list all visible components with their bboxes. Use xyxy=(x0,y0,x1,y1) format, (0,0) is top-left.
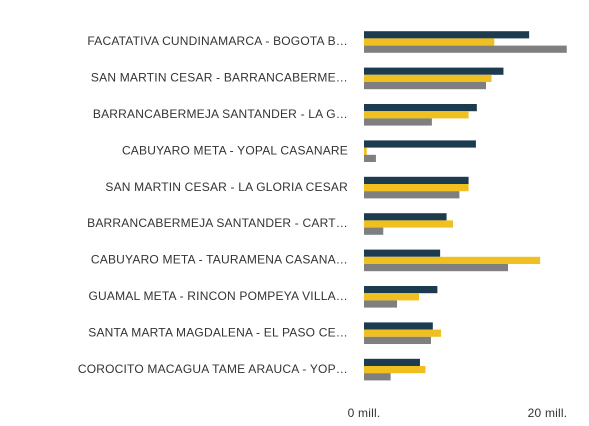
bar xyxy=(364,191,460,199)
y-tick-label: SAN MARTIN CESAR - BARRANCABERME… xyxy=(91,71,348,85)
bar xyxy=(364,227,384,235)
bar xyxy=(364,82,487,90)
bar xyxy=(364,38,495,46)
x-tick-label: 20 mill. xyxy=(528,406,568,420)
bar xyxy=(364,264,509,272)
bar xyxy=(364,45,567,53)
bar xyxy=(364,111,469,119)
bar xyxy=(364,293,420,301)
bar xyxy=(364,118,432,126)
bar xyxy=(364,147,367,155)
y-tick-label: SAN MARTIN CESAR - LA GLORIA CESAR xyxy=(105,180,348,194)
bar xyxy=(364,213,447,221)
bar xyxy=(364,256,541,264)
y-tick-label: CABUYARO META - YOPAL CASANARE xyxy=(122,143,348,157)
bar xyxy=(364,67,504,75)
y-tick-label: BARRANCABERMEJA SANTANDER - CART… xyxy=(87,216,348,230)
bar xyxy=(364,140,476,148)
bar xyxy=(364,373,391,381)
y-tick-label: CABUYARO META - TAURAMENA CASANA… xyxy=(91,253,348,267)
y-tick-label: COROCITO MACAGUA TAME ARAUCA - YOP… xyxy=(78,362,348,376)
y-tick-label: FACATATIVA CUNDINAMARCA - BOGOTA B… xyxy=(87,34,348,48)
bar xyxy=(364,336,431,344)
bar xyxy=(364,220,453,228)
bar xyxy=(364,366,426,374)
bar xyxy=(364,322,433,330)
bar xyxy=(364,300,398,308)
bar xyxy=(364,249,441,257)
bar xyxy=(364,74,492,82)
bar xyxy=(364,104,477,112)
bar xyxy=(364,154,376,162)
y-tick-label: GUAMAL META - RINCON POMPEYA VILLA… xyxy=(89,289,349,303)
bar xyxy=(364,329,442,337)
bar xyxy=(364,286,438,294)
bar xyxy=(364,176,469,184)
y-tick-label: BARRANCABERMEJA SANTANDER - LA G… xyxy=(93,107,348,121)
bar xyxy=(364,31,530,39)
bar xyxy=(364,184,469,192)
y-tick-label: SANTA MARTA MAGDALENA - EL PASO CE… xyxy=(88,325,348,339)
bar xyxy=(364,358,420,366)
x-tick-label: 0 mill. xyxy=(348,406,381,420)
